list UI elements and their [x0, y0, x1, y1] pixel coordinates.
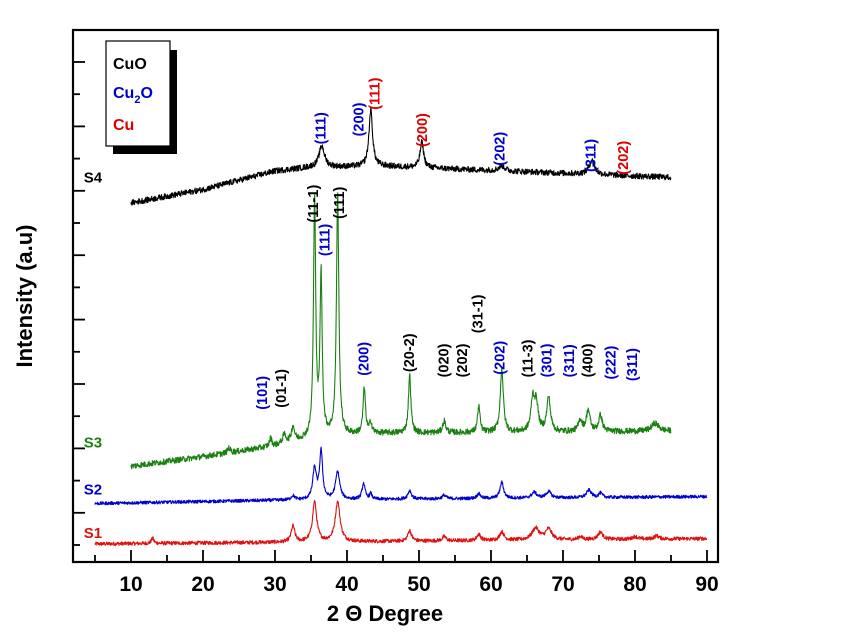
series-line-s2 [94, 446, 708, 506]
series-layer [94, 106, 708, 547]
peak-label: (200) [415, 113, 431, 147]
legend-entry-cu: Cu [113, 117, 134, 134]
peak-label: (311) [625, 348, 641, 381]
peak-label: (202) [455, 343, 471, 377]
legend-box [105, 40, 171, 147]
legend-entry-cu2o-after: O [140, 85, 152, 102]
peak-label: (311) [583, 139, 599, 172]
peak-label: (202) [493, 132, 509, 166]
peak-label: (400) [581, 343, 597, 377]
peak-label: (301) [539, 343, 555, 377]
x-axis-title: 2 Θ Degree [327, 601, 443, 626]
series-line-s3 [130, 192, 672, 470]
peak-label: (111) [367, 77, 383, 109]
peak-label: (11-1) [306, 185, 322, 223]
series-label-s4: S4 [84, 170, 103, 187]
peak-label: (202) [493, 341, 509, 375]
axes: 10 20 30 40 50 60 70 80 90 [71, 28, 720, 596]
series-line-s4 [130, 106, 672, 206]
x-tick-label: 80 [623, 573, 646, 596]
legend-entry-cu2o-sub: 2 [134, 94, 140, 106]
legend: CuO Cu2O Cu [105, 40, 177, 154]
series-label-layer: S1 S2 S3 S4 [84, 170, 103, 542]
x-tick-label: 90 [695, 573, 718, 596]
legend-entry-cu2o-main: Cu [113, 85, 134, 102]
peak-label: (111) [313, 112, 329, 144]
peak-label: (01-1) [274, 369, 290, 408]
peak-label: (111) [332, 186, 348, 218]
x-tick-label: 20 [191, 573, 214, 596]
x-tick-label: 30 [263, 573, 286, 596]
peak-label: (20-2) [402, 333, 418, 372]
peak-label: (311) [562, 344, 578, 377]
series-label-s3: S3 [84, 435, 102, 452]
y-axis-title: Intensity (a.u) [12, 224, 37, 367]
series-line-s1 [94, 499, 708, 547]
peak-label: (11-3) [521, 339, 537, 377]
x-tick-label: 50 [407, 573, 430, 596]
series-label-s1: S1 [84, 525, 102, 542]
annotation-layer: (111) (200)(111)(200)(202) (311) (202)(11-1… [255, 77, 641, 409]
peak-label: (202) [616, 141, 632, 175]
legend-entry-cu2o: Cu2O [113, 85, 153, 106]
series-label-s2: S2 [84, 481, 102, 498]
x-tick-label: 70 [551, 573, 574, 596]
x-tick-label: 60 [479, 573, 502, 596]
peak-label: (111) [318, 224, 334, 256]
peak-label: (020) [437, 343, 453, 377]
peak-label: (31-1) [470, 294, 486, 333]
x-tick-label: 10 [119, 573, 142, 596]
x-tick-label: 40 [335, 573, 358, 596]
plot-frame [71, 28, 720, 564]
peak-label: (222) [604, 345, 620, 379]
peak-label: (101) [255, 376, 271, 410]
peak-label: (200) [357, 342, 373, 376]
legend-entry-cuo: CuO [113, 56, 147, 73]
peak-label: (200) [352, 102, 368, 136]
